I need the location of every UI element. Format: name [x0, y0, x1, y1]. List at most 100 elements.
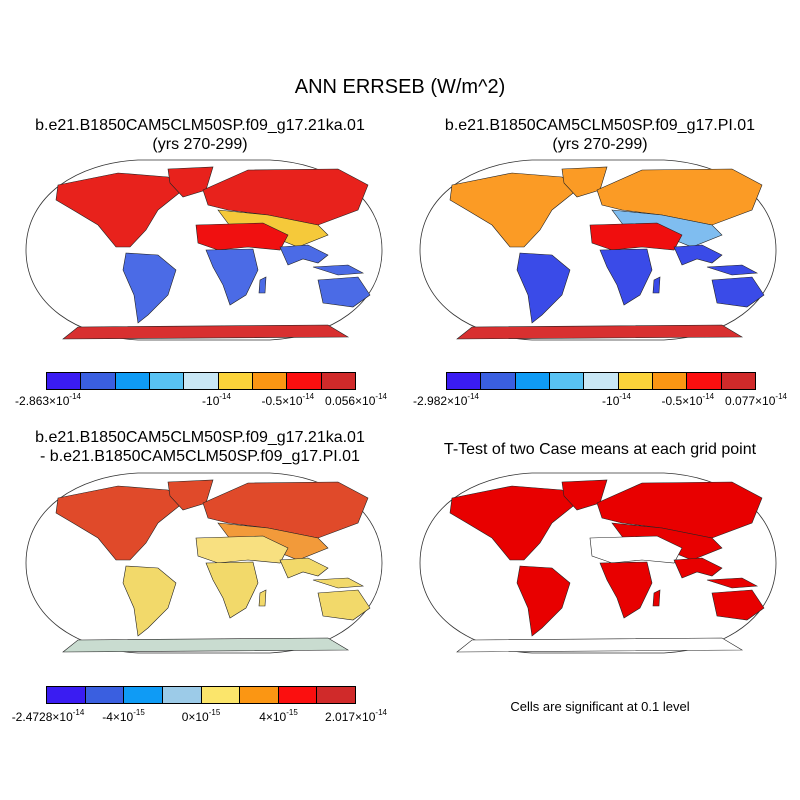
- north-america: [55, 172, 184, 248]
- colorbar-swatch: [321, 373, 355, 389]
- colorbar-tick-label: -0.5×10-14: [661, 392, 715, 408]
- north-america: [55, 485, 184, 561]
- panel-case2-title: b.e21.B1850CAM5CLM50SP.f09_g17.PI.01 (yr…: [410, 116, 790, 154]
- antarctica: [62, 324, 350, 340]
- north-africa-desert: [589, 535, 683, 564]
- colorbar-swatch: [584, 373, 619, 389]
- indonesia: [706, 577, 759, 589]
- africa-south: [599, 561, 653, 619]
- tick-label-base: -10: [602, 394, 620, 408]
- madagascar: [652, 276, 661, 294]
- colorbar-swatch: [218, 373, 253, 389]
- tick-label-exponent: -14: [69, 392, 81, 401]
- colorbar-tick-label: -2.4728×10-14: [11, 708, 85, 724]
- colorbar-tick-label: 0.077×10-14: [725, 392, 787, 408]
- map-ttest: [419, 472, 777, 654]
- colorbar-tick-label: -10-14: [602, 392, 631, 408]
- tick-label-base: 4×10: [259, 710, 287, 724]
- tick-label-exponent: -15: [208, 708, 221, 717]
- madagascar: [258, 589, 267, 607]
- antarctica: [62, 637, 350, 653]
- colorbar-tick-label: 4×10-15: [259, 708, 298, 724]
- tick-label-exponent: -14: [72, 708, 85, 717]
- panel-diff-title: b.e21.B1850CAM5CLM50SP.f09_g17.21ka.01 -…: [10, 428, 390, 466]
- australia: [711, 276, 765, 308]
- north-africa-desert: [195, 535, 289, 564]
- panel-ttest-title-line1: T-Test of two Case means at each grid po…: [443, 441, 757, 458]
- colorbar-swatch: [149, 373, 185, 389]
- madagascar: [652, 589, 661, 607]
- colorbar-swatch: [549, 373, 585, 389]
- tick-label-exponent: -15: [133, 708, 145, 717]
- south-asia: [673, 557, 723, 579]
- panel-ttest-title: T-Test of two Case means at each grid po…: [410, 440, 790, 459]
- south-america: [122, 252, 177, 324]
- colorbar-swatch: [162, 687, 202, 703]
- panel-case2-title-line2: (yrs 270-299): [552, 136, 648, 153]
- tick-label-exponent: -14: [302, 392, 315, 401]
- colorbar-swatch: [201, 687, 241, 703]
- colorbar-case1: [46, 372, 356, 390]
- tick-label-base: -2.863×10: [15, 394, 70, 408]
- panel-diff-title-line2: - b.e21.B1850CAM5CLM50SP.f09_g17.PI.01: [40, 448, 360, 465]
- colorbar-diff: [46, 686, 356, 704]
- colorbar-tick-label: -4×10-15: [102, 708, 145, 724]
- colorbar-tick-label: -2.863×10-14: [15, 392, 81, 408]
- africa-south: [599, 248, 653, 306]
- greenland: [561, 479, 608, 511]
- colorbar-swatch: [124, 687, 163, 703]
- eurasia-north: [596, 481, 763, 539]
- colorbar-swatch: [115, 373, 150, 389]
- colorbar-swatch: [85, 687, 125, 703]
- south-asia: [279, 244, 329, 266]
- australia: [317, 276, 371, 308]
- colorbar-case2: [446, 372, 756, 390]
- north-africa-desert: [195, 222, 289, 251]
- madagascar: [258, 276, 267, 294]
- colorbar-swatch: [447, 373, 482, 389]
- colorbar-swatch: [252, 373, 288, 389]
- south-america: [516, 565, 571, 637]
- tick-label-exponent: -15: [286, 708, 298, 717]
- colorbar-tick-label: 2.017×10-14: [325, 708, 387, 724]
- tick-label-base: -2.4728×10: [11, 710, 73, 724]
- australia: [317, 589, 371, 621]
- colorbar-swatch: [278, 687, 318, 703]
- map-case1: [25, 159, 383, 341]
- north-africa-desert: [589, 222, 683, 251]
- colorbar-swatch: [515, 373, 550, 389]
- colorbar-swatch: [81, 373, 116, 389]
- colorbar-swatch: [240, 687, 279, 703]
- panel-case1-title-line2: (yrs 270-299): [152, 136, 248, 153]
- greenland: [167, 166, 214, 198]
- eurasia-north: [596, 168, 763, 226]
- tick-label-exponent: -14: [219, 392, 231, 401]
- south-america: [122, 565, 177, 637]
- colorbar-swatch: [317, 687, 355, 703]
- eurasia-north: [202, 168, 369, 226]
- north-america: [449, 172, 578, 248]
- colorbar-swatch: [721, 373, 755, 389]
- antarctica: [456, 637, 744, 653]
- tick-label-exponent: -14: [467, 392, 479, 401]
- significance-note: Cells are significant at 0.1 level: [510, 699, 690, 714]
- figure-title: ANN ERRSEB (W/m^2): [294, 76, 506, 98]
- colorbar-swatch: [47, 687, 86, 703]
- map-case2: [419, 159, 777, 341]
- tick-label-base: -2.982×10: [413, 394, 468, 408]
- colorbar-swatch: [184, 373, 219, 389]
- panel-case1-title: b.e21.B1850CAM5CLM50SP.f09_g17.21ka.01 (…: [10, 116, 390, 154]
- tick-label-base: -4×10: [102, 710, 134, 724]
- panel-case2-title-line1: b.e21.B1850CAM5CLM50SP.f09_g17.PI.01: [444, 117, 756, 134]
- south-asia: [673, 244, 723, 266]
- tick-label-exponent: -14: [702, 392, 715, 401]
- colorbar-tick-label: 0×10-15: [182, 708, 221, 724]
- panel-diff-title-line1: b.e21.B1850CAM5CLM50SP.f09_g17.21ka.01: [35, 429, 365, 446]
- panel-case1-title-line1: b.e21.B1850CAM5CLM50SP.f09_g17.21ka.01: [35, 117, 365, 134]
- indonesia: [706, 264, 759, 276]
- colorbar-swatch: [687, 373, 722, 389]
- greenland: [167, 479, 214, 511]
- colorbar-swatch: [618, 373, 653, 389]
- antarctica: [456, 324, 744, 340]
- tick-label-base: 2.017×10: [325, 710, 376, 724]
